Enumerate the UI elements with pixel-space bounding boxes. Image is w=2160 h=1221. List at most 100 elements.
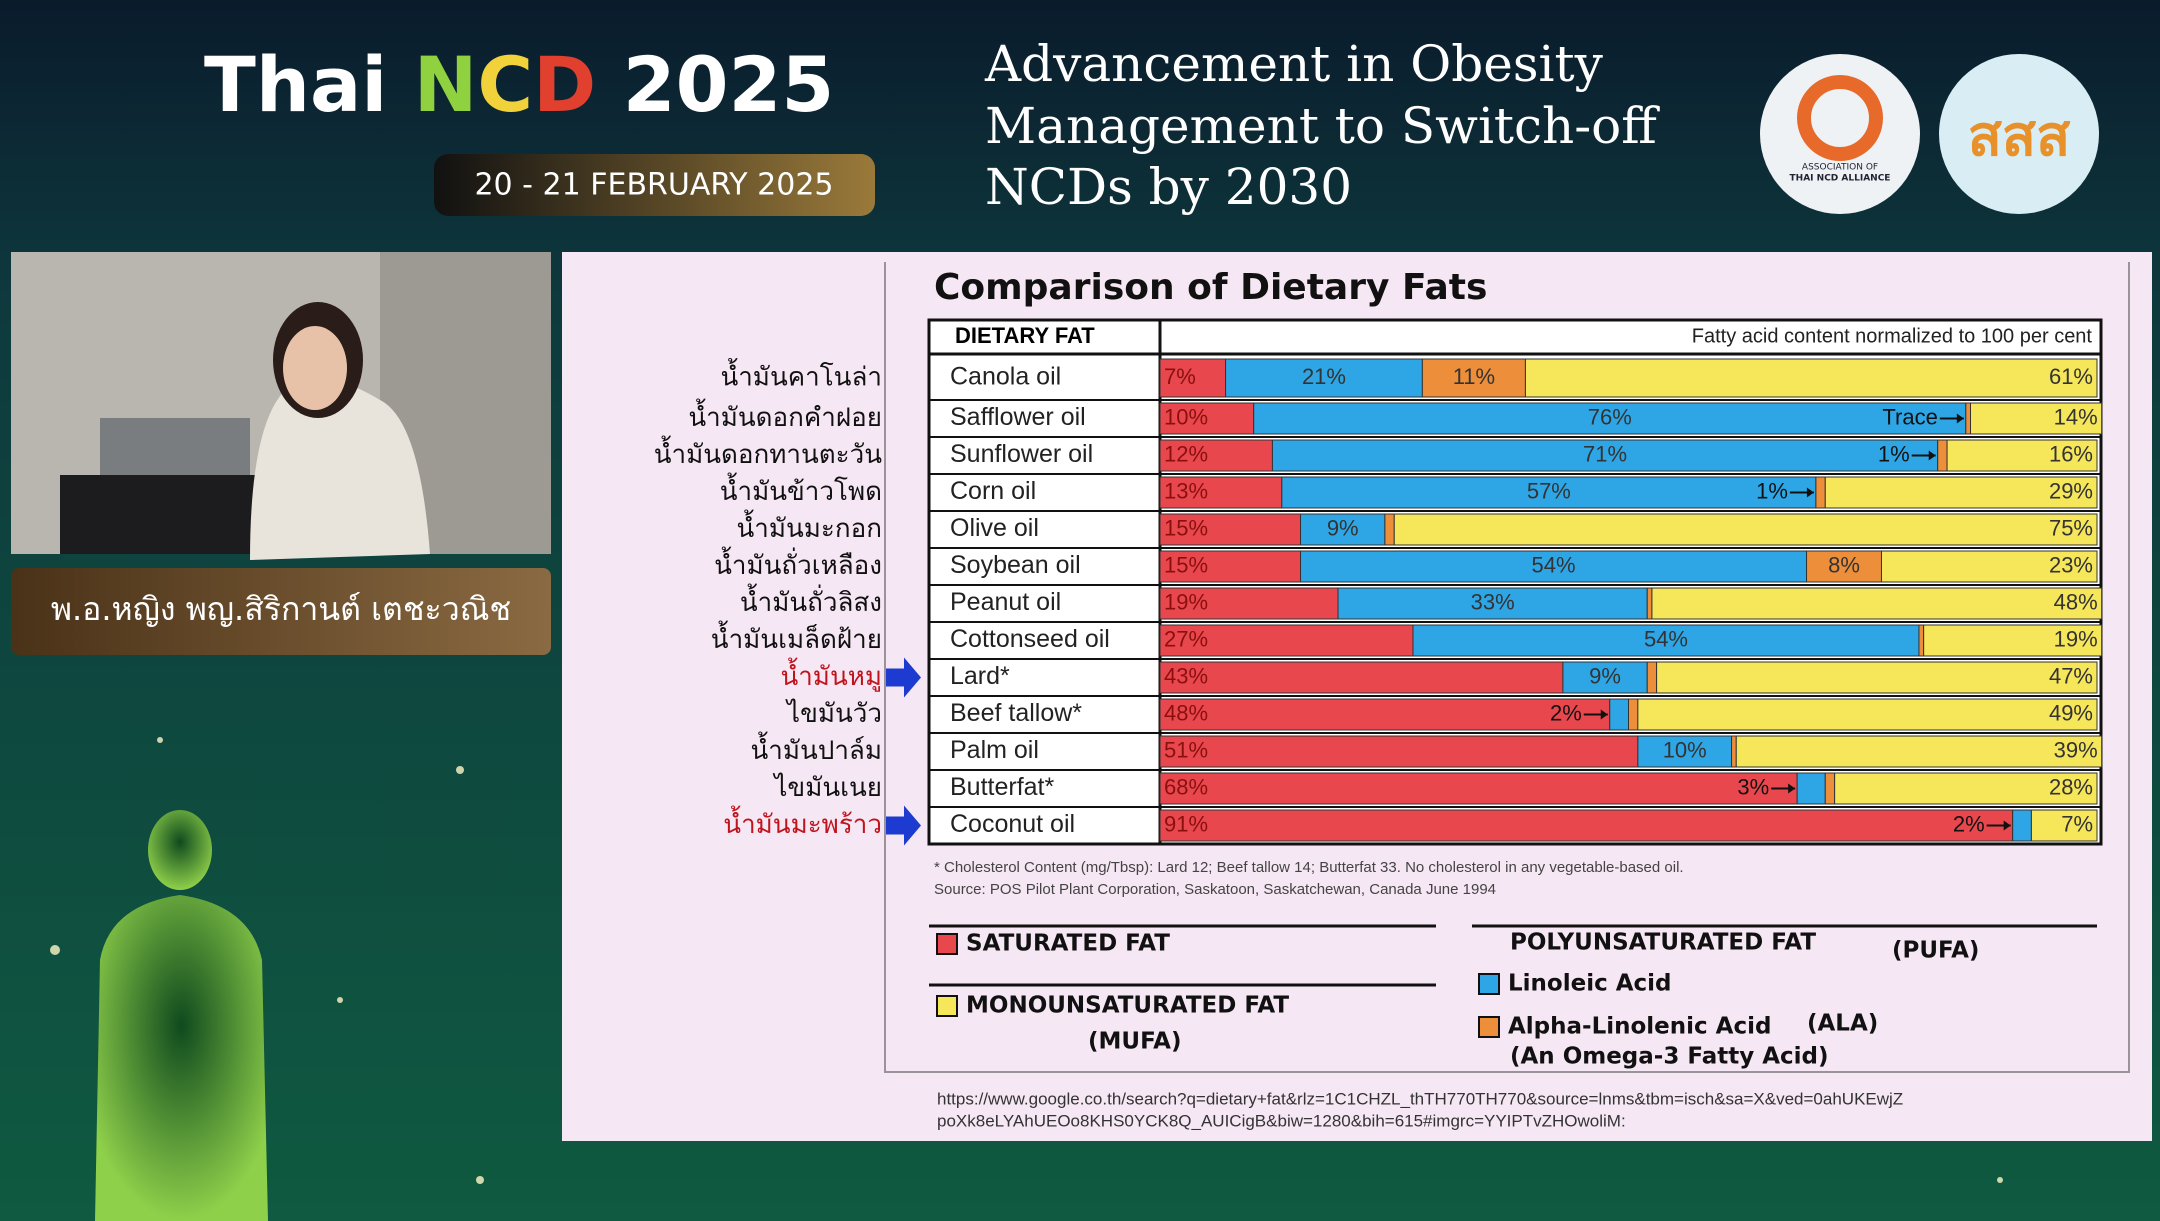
source-url: https://www.google.co.th/search?q=dietar… [937,1089,1903,1108]
bar-segment [1646,661,1658,694]
value-label: 75% [2049,515,2093,540]
bar-segment [1337,587,1648,620]
bar-segment [1923,624,2103,657]
date: 20 - 21 FEBRUARY 2025 [474,168,833,203]
value-label: 8% [1828,552,1860,577]
category-label: Safflower oil [950,403,1086,431]
value-label: 1% [1756,478,1788,503]
value-label: 15% [1164,552,1208,577]
legend-label: MONOUNSATURATED FAT [966,993,1289,1019]
bar-segment [1159,809,2014,842]
bar-segment [1159,358,1227,398]
bar-segment [1937,439,1948,472]
category-label: Peanut oil [950,588,1061,616]
legend-group: POLYUNSATURATED FAT [1510,930,1816,956]
arrow-head [1806,487,1814,498]
footnote: * Cholesterol Content (mg/Tbsp): Lard 12… [934,859,1684,876]
bar-segment [1300,513,1386,546]
value-label: 28% [2049,774,2093,799]
value-label: 7% [2061,811,2093,836]
value-label: 54% [1644,626,1688,651]
bar-segment [1637,698,2098,731]
bar-segment [1159,587,1339,620]
bar-segment [1421,358,1526,398]
chart-frame [884,262,2130,1073]
value-label: 51% [1164,737,1208,762]
bar-segment [1159,698,1611,731]
value-label: 49% [2049,700,2093,725]
name-bar [11,568,551,655]
value-label: 39% [2054,737,2098,762]
category-label: Lard* [950,662,1010,690]
bar-segment [1946,439,2098,472]
subtitle: NCDs by 2030 [985,158,1352,216]
bar-segment [1731,735,1737,768]
silhouette [95,810,268,1221]
value-label: 61% [2049,364,2093,389]
thai-label: น้ำมันถั่วลิสง [740,583,882,618]
arrow-head [1788,783,1796,794]
bar-segment [1524,358,2098,398]
value-label: 47% [2049,663,2093,688]
thai-label: น้ำมันปาล์ม [751,731,882,766]
value-label: 16% [2049,441,2093,466]
value-label: 33% [1471,589,1515,614]
logo [1939,54,2099,214]
legend-label: Alpha-Linolenic Acid [1508,1014,1771,1040]
bar-segment [1271,439,1939,472]
thai-label: น้ำมันเมล็ดฝ้าย [711,620,882,655]
bar-segment [1970,402,2103,435]
bar-segment [1796,772,1826,805]
thai-label: น้ำมันมะพร้าว [723,805,882,840]
arrow-head [2003,820,2011,831]
value-label: 10% [1663,737,1707,762]
legend-note: (PUFA) [1892,938,1979,964]
bar-segment [1159,402,1255,435]
category-label: Canola oil [950,363,1061,391]
value-label: 10% [1164,404,1208,429]
value-label: 54% [1532,552,1576,577]
category-label: Palm oil [950,736,1039,764]
pointer-arrow [886,657,921,698]
value-label: 7% [1164,364,1196,389]
logo-mark [1797,75,1883,161]
value-label: 1% [1878,441,1910,466]
value-label: 3% [1737,774,1769,799]
value-label: 2% [1550,700,1582,725]
value-label: 9% [1327,515,1359,540]
bar-segment [1824,772,1836,805]
value-label: 23% [2049,552,2093,577]
brand-word: Thai [204,40,387,129]
speaker-name: พ.อ.หญิง พญ.สิริกานต์ เตชะวณิช [51,590,511,628]
legend-swatch [1478,1016,1500,1038]
legend-note: (MUFA) [1088,1029,1181,1055]
thai-label: ไขมันวัว [785,698,882,729]
bar-segment [1300,550,1808,583]
value-label: 27% [1164,626,1208,651]
value-label: 68% [1164,774,1208,799]
thai-label: น้ำมันข้าวโพด [720,472,882,507]
acronym-letter: D [533,40,596,129]
value-label: 15% [1164,515,1208,540]
bar-segment [1735,735,2103,768]
value-label: 14% [2054,404,2098,429]
value-label: 76% [1588,404,1632,429]
value-label: 12% [1164,441,1208,466]
value-label: 19% [2054,626,2098,651]
value-label: 91% [1164,811,1208,836]
category-label: Corn oil [950,477,1036,505]
value-label: 21% [1302,364,1346,389]
logo-text: สสส [1968,104,2071,169]
bar-segment [1159,439,1273,472]
bar-segment [1393,513,2098,546]
thai-label: ไขมันเนย [772,772,882,803]
legend-swatch [936,933,958,955]
bar-segment [1159,476,1283,509]
bar-segment [1609,698,1630,731]
thai-label: น้ำมันถั่วเหลือง [714,546,882,581]
bar-segment [2012,809,2032,842]
legend-note: (ALA) [1807,1011,1878,1037]
bar-segment [1628,698,1639,731]
value-label: 11% [1453,364,1495,389]
